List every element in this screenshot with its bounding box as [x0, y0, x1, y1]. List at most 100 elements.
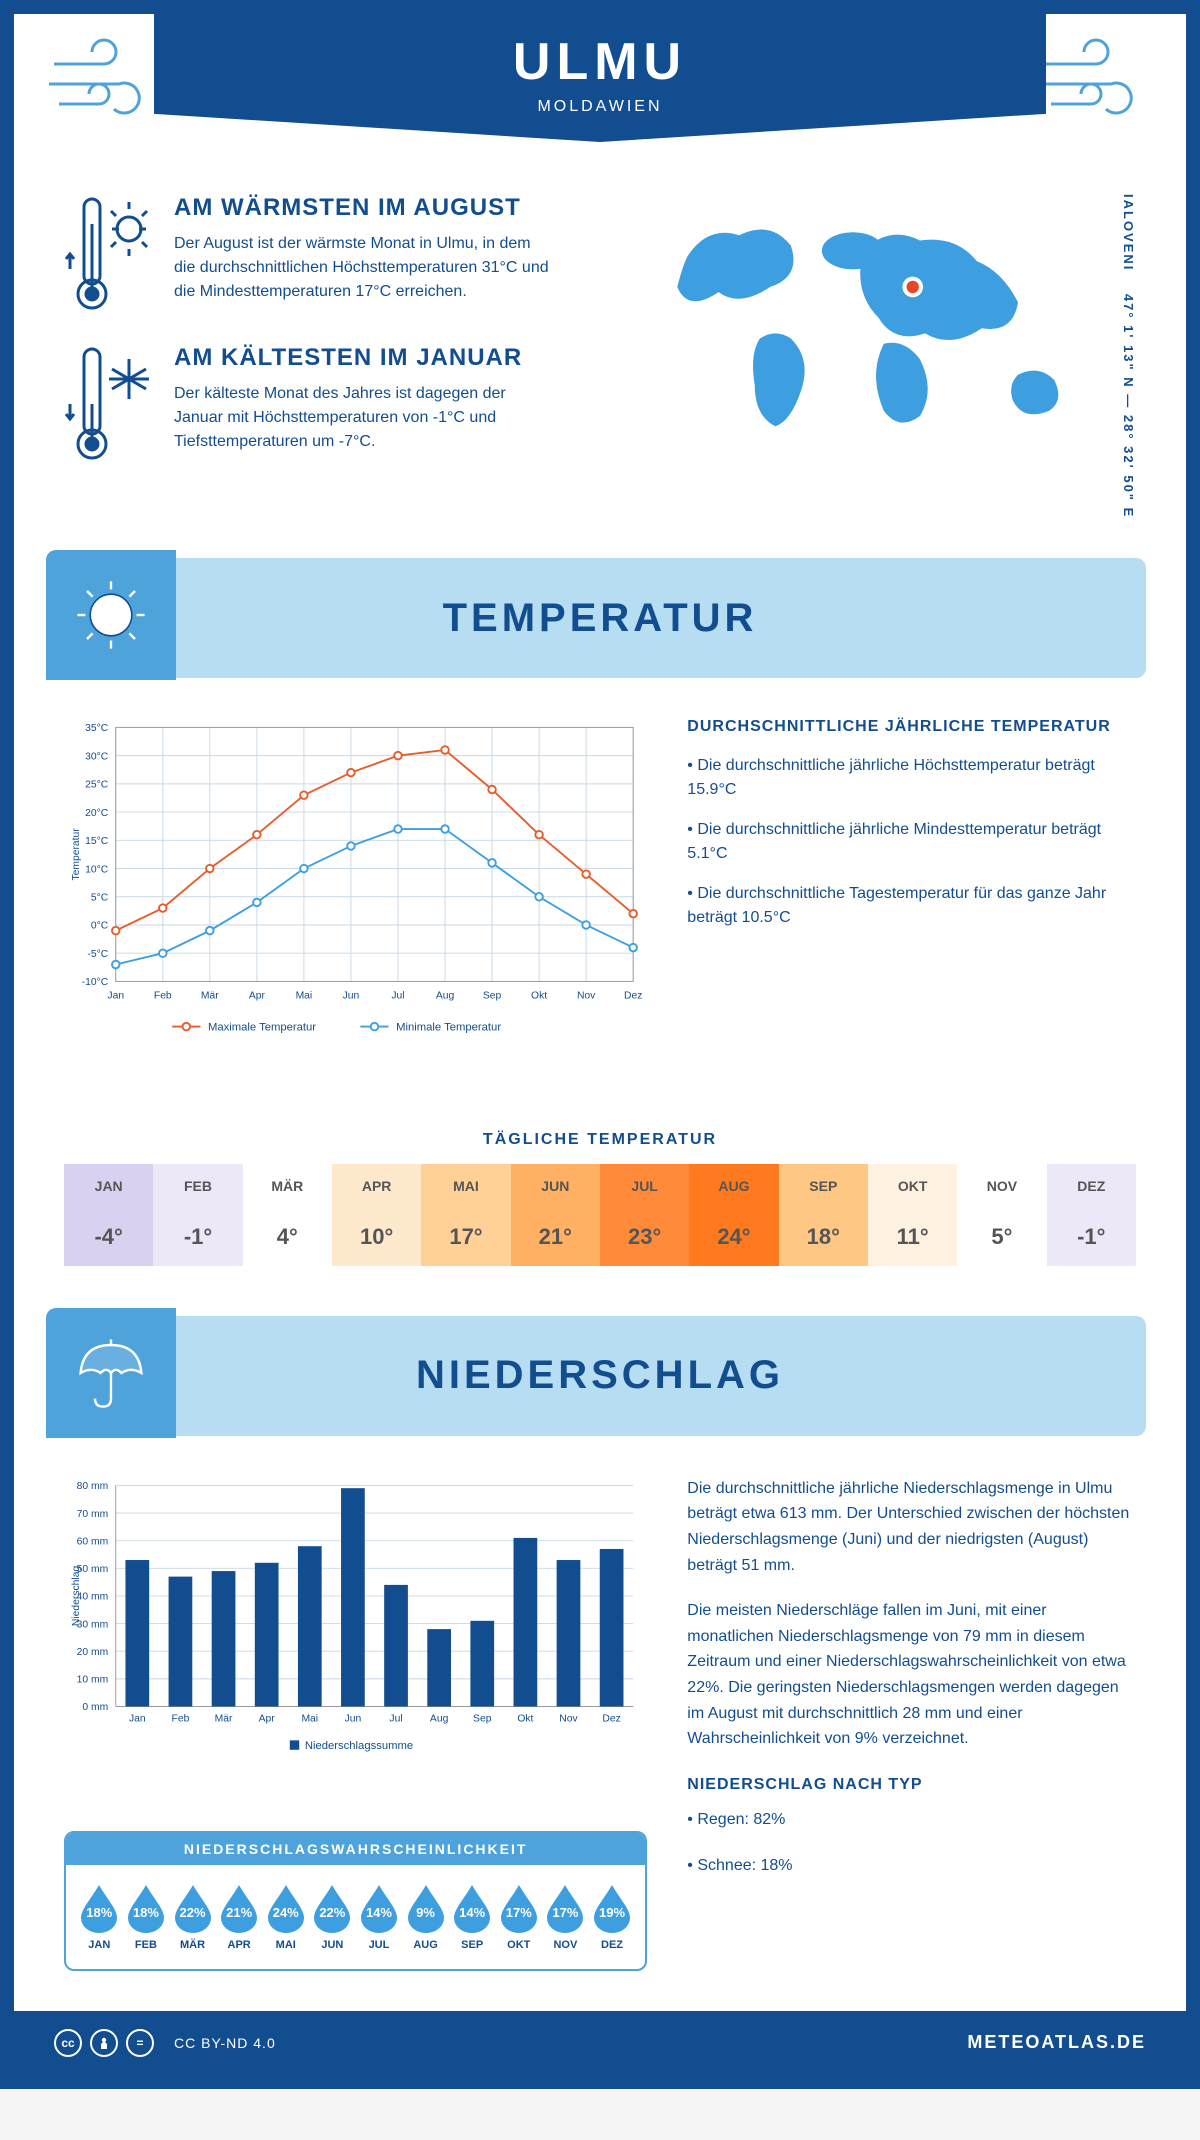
temp-bullet: • Die durchschnittliche Tagestemperatur …: [687, 882, 1136, 930]
cc-license-icons: cc = CC BY-ND 4.0: [54, 2029, 276, 2057]
svg-text:35°C: 35°C: [85, 723, 109, 734]
svg-text:70 mm: 70 mm: [77, 1509, 109, 1520]
probability-drop: 22%MÄR: [169, 1883, 216, 1951]
probability-drop: 19%DEZ: [589, 1883, 636, 1951]
svg-text:Dez: Dez: [624, 991, 642, 1002]
svg-text:25°C: 25°C: [85, 780, 109, 791]
probability-drop: 14%SEP: [449, 1883, 496, 1951]
city-title: ULMU: [154, 32, 1046, 92]
wind-swirl-icon: [44, 34, 164, 134]
daily-temp-cell: DEZ-1°: [1047, 1164, 1136, 1266]
svg-text:60 mm: 60 mm: [77, 1536, 109, 1547]
svg-text:Feb: Feb: [154, 991, 172, 1002]
probability-drop: 17%NOV: [542, 1883, 589, 1951]
temperature-section-header: TEMPERATUR: [54, 558, 1146, 678]
temp-bullet: • Die durchschnittliche jährliche Höchst…: [687, 754, 1136, 802]
daily-temperature-grid: JAN-4°FEB-1°MÄR4°APR10°MAI17°JUN21°JUL23…: [64, 1164, 1136, 1266]
svg-text:Jun: Jun: [345, 1713, 362, 1724]
coordinates-label: IALOVENI 47° 1' 13" N — 28° 32' 50" E: [1111, 194, 1136, 518]
svg-text:Nov: Nov: [559, 1713, 578, 1724]
sun-icon: [46, 550, 176, 680]
probability-drop: 22%JUN: [309, 1883, 356, 1951]
daily-temp-cell: APR10°: [332, 1164, 421, 1266]
svg-text:10 mm: 10 mm: [77, 1674, 109, 1685]
daily-temp-cell: MÄR4°: [243, 1164, 332, 1266]
svg-text:Jul: Jul: [389, 1713, 402, 1724]
probability-drop: 24%MAI: [262, 1883, 309, 1951]
precip-type: • Schnee: 18%: [687, 1853, 1136, 1879]
svg-text:20 mm: 20 mm: [77, 1647, 109, 1658]
svg-text:Nov: Nov: [577, 991, 596, 1002]
temperature-line-chart: -10°C-5°C0°C5°C10°C15°C20°C25°C30°C35°CJ…: [64, 718, 647, 1081]
country-subtitle: MOLDAWIEN: [154, 98, 1046, 116]
thermometer-snow-icon: [64, 344, 154, 464]
svg-text:Jul: Jul: [391, 991, 404, 1002]
daily-temp-cell: NOV5°: [957, 1164, 1046, 1266]
daily-temp-cell: AUG24°: [689, 1164, 778, 1266]
svg-text:Apr: Apr: [249, 991, 266, 1002]
daily-temp-title: TÄGLICHE TEMPERATUR: [14, 1131, 1186, 1149]
world-map-icon: [636, 194, 1111, 518]
svg-text:Mär: Mär: [201, 991, 219, 1002]
daily-temp-cell: MAI17°: [421, 1164, 510, 1266]
daily-temp-cell: JAN-4°: [64, 1164, 153, 1266]
svg-text:30°C: 30°C: [85, 752, 109, 763]
coldest-text: Der kälteste Monat des Jahres ist dagege…: [174, 382, 554, 454]
license-label: CC BY-ND 4.0: [174, 2035, 276, 2051]
svg-text:-10°C: -10°C: [82, 977, 109, 988]
probability-drop: 14%JUL: [356, 1883, 403, 1951]
precipitation-section-header: NIEDERSCHLAG: [54, 1316, 1146, 1436]
probability-drop: 17%OKT: [495, 1883, 542, 1951]
svg-text:Aug: Aug: [430, 1713, 449, 1724]
svg-text:Minimale Temperatur: Minimale Temperatur: [396, 1022, 501, 1034]
svg-text:Feb: Feb: [172, 1713, 190, 1724]
warmest-text: Der August ist der wärmste Monat in Ulmu…: [174, 232, 554, 304]
temp-text-heading: DURCHSCHNITTLICHE JÄHRLICHE TEMPERATUR: [687, 718, 1136, 736]
daily-temp-cell: JUL23°: [600, 1164, 689, 1266]
svg-text:Jan: Jan: [107, 991, 124, 1002]
thermometer-sun-icon: [64, 194, 154, 314]
warmest-block: AM WÄRMSTEN IM AUGUST Der August ist der…: [64, 194, 596, 314]
coldest-title: AM KÄLTESTEN IM JANUAR: [174, 344, 554, 372]
svg-text:Dez: Dez: [602, 1713, 620, 1724]
header: ULMU MOLDAWIEN: [14, 14, 1186, 194]
svg-text:Apr: Apr: [259, 1713, 276, 1724]
precip-type-heading: NIEDERSCHLAG NACH TYP: [687, 1772, 1136, 1798]
page-root: ULMU MOLDAWIEN AM WÄRMSTEN IM AUGUST Der…: [0, 0, 1200, 2089]
svg-text:0 mm: 0 mm: [82, 1702, 108, 1713]
svg-text:Jun: Jun: [343, 991, 360, 1002]
precipitation-title: NIEDERSCHLAG: [416, 1353, 784, 1398]
precip-para: Die durchschnittliche jährliche Niedersc…: [687, 1476, 1136, 1578]
precipitation-bar-chart: 0 mm10 mm20 mm30 mm40 mm50 mm60 mm70 mm8…: [64, 1476, 647, 1801]
probability-drop: 18%FEB: [123, 1883, 170, 1951]
svg-text:0°C: 0°C: [91, 921, 109, 932]
svg-text:Niederschlagssumme: Niederschlagssumme: [305, 1740, 413, 1752]
warmest-title: AM WÄRMSTEN IM AUGUST: [174, 194, 554, 222]
coldest-block: AM KÄLTESTEN IM JANUAR Der kälteste Mona…: [64, 344, 596, 464]
svg-text:10°C: 10°C: [85, 865, 109, 876]
wind-swirl-icon: [1036, 34, 1156, 134]
svg-text:Mai: Mai: [301, 1713, 318, 1724]
daily-temp-cell: SEP18°: [779, 1164, 868, 1266]
nd-icon: =: [126, 2029, 154, 2057]
footer: cc = CC BY-ND 4.0 METEOATLAS.DE: [14, 2011, 1186, 2075]
svg-text:Okt: Okt: [531, 991, 547, 1002]
svg-text:80 mm: 80 mm: [77, 1481, 109, 1492]
probability-title: NIEDERSCHLAGSWAHRSCHEINLICHKEIT: [66, 1833, 645, 1865]
svg-text:Mär: Mär: [215, 1713, 233, 1724]
by-icon: [90, 2029, 118, 2057]
svg-text:Maximale Temperatur: Maximale Temperatur: [208, 1022, 316, 1034]
svg-text:Sep: Sep: [483, 991, 502, 1002]
umbrella-icon: [46, 1308, 176, 1438]
precipitation-probability-box: NIEDERSCHLAGSWAHRSCHEINLICHKEIT 18%JAN18…: [64, 1831, 647, 1971]
svg-text:Jan: Jan: [129, 1713, 146, 1724]
intro-section: AM WÄRMSTEN IM AUGUST Der August ist der…: [14, 194, 1186, 558]
daily-temp-cell: FEB-1°: [153, 1164, 242, 1266]
probability-drop: 18%JAN: [76, 1883, 123, 1951]
svg-text:Sep: Sep: [473, 1713, 492, 1724]
site-label: METEOATLAS.DE: [967, 2032, 1146, 2053]
svg-text:Aug: Aug: [436, 991, 455, 1002]
temperature-title: TEMPERATUR: [443, 596, 758, 641]
svg-text:-5°C: -5°C: [87, 949, 108, 960]
precip-para: Die meisten Niederschläge fallen im Juni…: [687, 1598, 1136, 1752]
